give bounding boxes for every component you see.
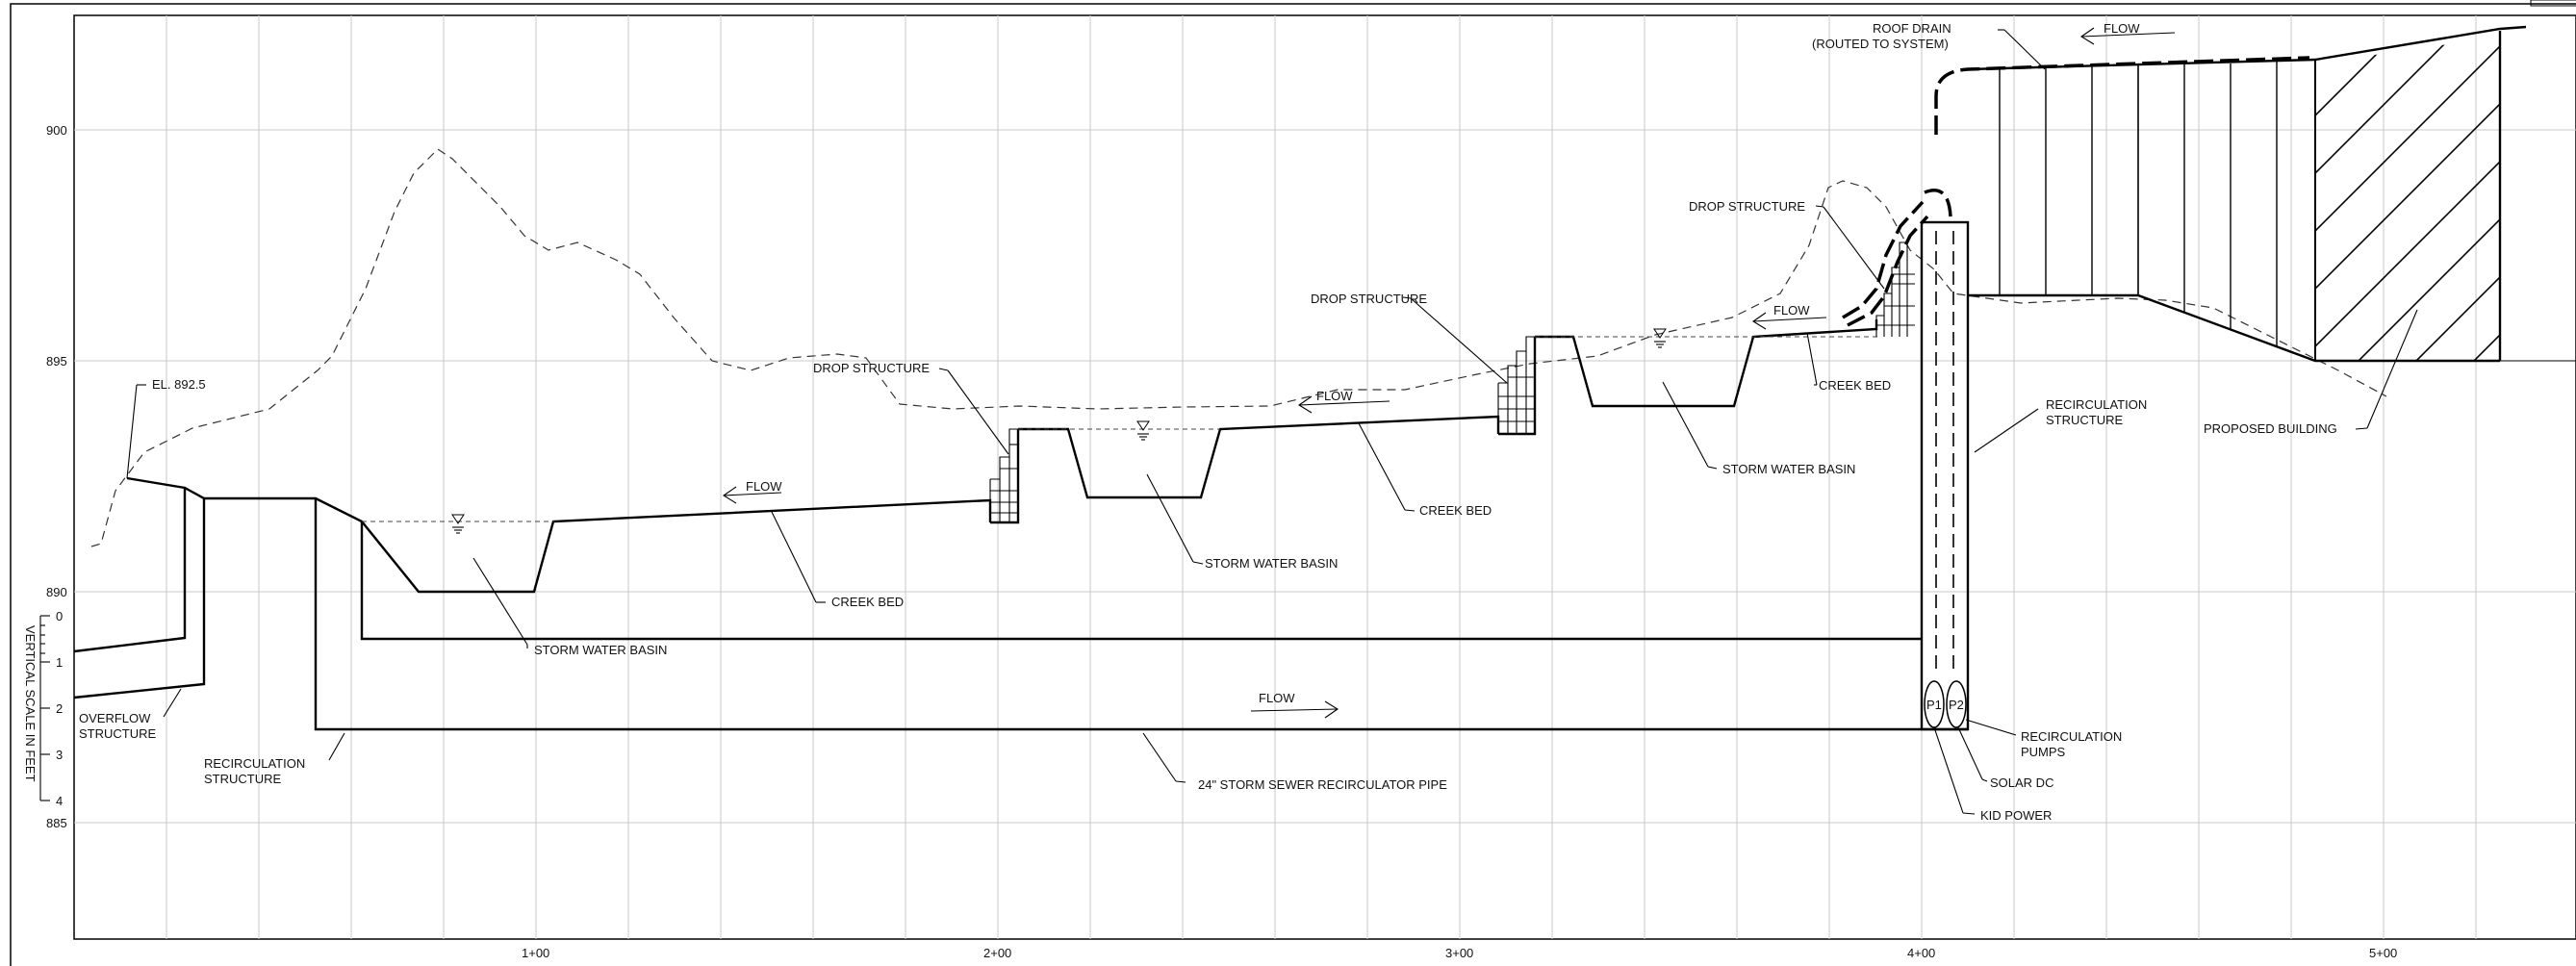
scale-tick-3: 3 <box>56 748 63 762</box>
roof-drain-pipe <box>1842 56 2310 327</box>
creek-3-leader <box>1806 332 1818 386</box>
kid-power-label: KID POWER <box>1980 808 2052 823</box>
drop-structure-2 <box>1497 336 1537 436</box>
basin-3-leader <box>1662 381 1709 468</box>
elevation-label-900: 900 <box>46 123 67 138</box>
drop-structure-3 <box>1875 242 1915 337</box>
water-symbol-2 <box>1136 420 1150 441</box>
recirculation-pumps-label-2: PUMPS <box>2021 745 2066 759</box>
basin-2-leader <box>1146 473 1194 563</box>
roof-drain-leader <box>2003 29 2046 70</box>
drop-structure-1-label: DROP STRUCTURE <box>813 361 930 375</box>
vertical-scale: 0 1 2 3 4 VERTICAL SCALE IN FEET <box>23 609 63 808</box>
pipe-leader <box>1142 732 1177 782</box>
elevation-label-885: 885 <box>46 816 67 830</box>
creek-1-leader <box>771 511 817 603</box>
flow-arrow-5: FLOW <box>1250 691 1339 719</box>
el-leader <box>126 384 138 479</box>
flow-label-3: FLOW <box>1773 303 1810 318</box>
pump-p2-label: P2 <box>1949 698 1964 712</box>
proposed-building-label: PROPOSED BUILDING <box>2204 421 2337 436</box>
flow-arrow-1: FLOW <box>722 479 782 504</box>
flow-label-1: FLOW <box>746 479 782 494</box>
el-892-5-label: EL. 892.5 <box>152 377 206 392</box>
recirc-right-label-2: STRUCTURE <box>2046 413 2123 427</box>
station-label-1: 1+00 <box>522 946 549 960</box>
recirc-right-label-1: RECIRCULATION <box>2046 397 2147 412</box>
recirculation-pumps: P1 P2 <box>1924 680 1967 728</box>
solar-dc-label: SOLAR DC <box>1990 775 2053 790</box>
proposed-building <box>1967 25 2576 363</box>
flow-label-4: FLOW <box>2104 21 2140 36</box>
overflow-structure <box>73 476 206 699</box>
pump-p1-label: P1 <box>1926 698 1942 712</box>
roof-drain-label-1: ROOF DRAIN <box>1873 21 1951 36</box>
vertical-scale-label: VERTICAL SCALE IN FEET <box>23 625 38 782</box>
scale-tick-2: 2 <box>56 701 63 716</box>
kid-power-leader <box>1933 726 1964 814</box>
drop-structure-2-label: DROP STRUCTURE <box>1311 292 1427 306</box>
water-symbol-1 <box>451 514 465 534</box>
creek-bed-2-label: CREEK BED <box>1419 503 1492 518</box>
flow-arrow-2: FLOW <box>1297 389 1390 414</box>
drop-structure-3-label: DROP STRUCTURE <box>1689 199 1805 214</box>
scale-tick-0: 0 <box>56 609 63 623</box>
station-label-2: 2+00 <box>983 946 1011 960</box>
sheet-border <box>10 3 2576 966</box>
basin-1-leader <box>472 557 528 646</box>
station-label-5: 5+00 <box>2369 946 2397 960</box>
elevation-label-890: 890 <box>46 585 67 599</box>
flow-arrow-4: FLOW <box>2079 21 2176 45</box>
drop-1-leader <box>947 369 1009 455</box>
station-label-4: 4+00 <box>1907 946 1935 960</box>
vertical-grid <box>166 15 2477 939</box>
pumps-leader <box>1965 719 2017 736</box>
overflow-label-2: STRUCTURE <box>79 726 156 741</box>
overflow-label-1: OVERFLOW <box>79 711 151 725</box>
recirculation-pumps-label-1: RECIRCULATION <box>2021 729 2122 744</box>
storm-water-basin-1-label: STORM WATER BASIN <box>534 643 667 657</box>
scale-tick-4: 4 <box>56 794 63 808</box>
elevation-label-895: 895 <box>46 354 67 369</box>
drop-2-leader <box>1410 297 1508 384</box>
storm-water-basin-1 <box>361 498 992 594</box>
creek-2-leader <box>1358 422 1406 511</box>
left-recirculation-structure <box>204 496 1968 731</box>
creek-bed-1-label: CREEK BED <box>831 595 904 609</box>
right-recirculation-structure <box>1920 220 1970 731</box>
building-leader <box>2366 309 2418 429</box>
flow-arrow-3: FLOW <box>1751 303 1827 330</box>
frame-border <box>73 14 2576 940</box>
title-block-corner <box>2530 0 2576 7</box>
water-symbol-3 <box>1653 328 1667 348</box>
recirc-left-label-1: RECIRCULATION <box>204 756 305 771</box>
storm-water-basin-3-label: STORM WATER BASIN <box>1722 462 1855 476</box>
recirc-left-leader <box>328 732 345 761</box>
existing-ground-line <box>90 148 2387 547</box>
scale-tick-1: 1 <box>56 655 63 670</box>
roof-drain-label-2: (ROUTED TO SYSTEM) <box>1812 37 1949 51</box>
drop-structure-1 <box>989 428 1020 524</box>
overflow-leader <box>163 688 182 718</box>
flow-label-2: FLOW <box>1316 389 1353 403</box>
solar-leader <box>1957 726 1983 780</box>
storm-water-basin-2-label: STORM WATER BASIN <box>1205 556 1338 571</box>
drop-3-leader <box>1823 206 1885 290</box>
storm-water-basin-3 <box>1535 319 1878 408</box>
station-label-3: 3+00 <box>1445 946 1473 960</box>
recirc-right-leader <box>1974 408 2039 453</box>
creek-bed-3-label: CREEK BED <box>1819 378 1891 393</box>
horizontal-grid <box>74 129 2576 824</box>
flow-label-5: FLOW <box>1259 691 1295 705</box>
recirc-left-label-2: STRUCTURE <box>204 772 281 786</box>
recirculator-pipe-label: 24" STORM SEWER RECIRCULATOR PIPE <box>1198 777 1447 792</box>
